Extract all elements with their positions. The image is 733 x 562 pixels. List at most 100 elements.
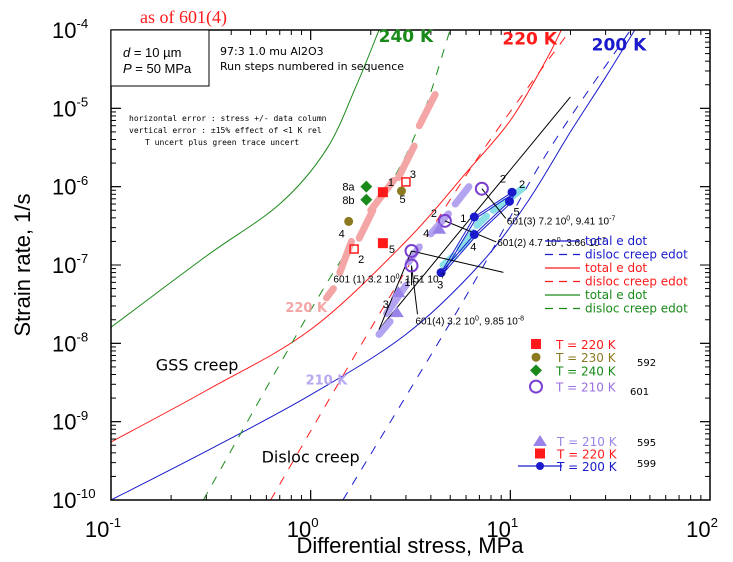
error-bar <box>489 197 510 214</box>
legend-marker <box>531 352 541 362</box>
data-point-599 <box>504 196 514 206</box>
x-tick-label: 10-1 <box>85 515 121 542</box>
run-599-path-2 <box>442 192 515 274</box>
data-point-595 <box>391 286 406 298</box>
run-id-label: 601 <box>630 387 649 398</box>
chart-title: as of 601(4) <box>140 7 227 28</box>
point-label: 4 <box>339 228 345 240</box>
legend-entry: T = 230 K <box>555 351 617 365</box>
point-label: 2 <box>519 179 525 191</box>
run-id-label: 595 <box>637 438 656 449</box>
y-tick-label: 10-8 <box>52 329 88 356</box>
point-label: 5 <box>389 244 395 256</box>
point-label: 1 <box>460 213 466 225</box>
error-bar <box>375 317 394 338</box>
y-tick-label: 10-5 <box>52 94 88 121</box>
legend-entry: total e dot <box>585 234 647 248</box>
legend-entry: disloc creep edot <box>585 248 688 262</box>
data-point-601 <box>437 213 452 228</box>
legend-entry: T = 200 K <box>556 460 618 474</box>
y-axis-label: Strain rate, 1/s <box>10 193 35 336</box>
legend-entry: T = 210 K <box>555 381 617 395</box>
point-label: 8b <box>342 195 354 207</box>
temperature-label: 210 K <box>306 373 349 388</box>
point-label: 1 <box>388 177 394 189</box>
x-tick-label: 100 <box>287 515 319 542</box>
data-points <box>344 177 517 318</box>
error-bar <box>383 281 410 318</box>
y-tick-label: 10-4 <box>52 16 88 43</box>
point-label: 3 <box>437 280 443 292</box>
error-bar <box>394 142 418 182</box>
temperature-label: 220 K <box>502 30 557 50</box>
legend-marker <box>533 435 547 446</box>
model-curves <box>111 30 636 500</box>
annotation-label: 601(3) 7.2 100, 9.41 10-7 <box>507 215 616 227</box>
error-bar <box>355 206 377 242</box>
error-note: T uncert plus green trace uncert <box>145 138 299 147</box>
error-bar <box>473 212 491 229</box>
point-label: 2 <box>431 208 437 220</box>
chart-text: 601 (1) 3.2 100, 1.51 10-7 601(4) 3.2 100… <box>10 7 718 558</box>
legend-entry: T = 210 K <box>556 435 618 449</box>
x-tick-label: 102 <box>686 515 718 542</box>
data-point-592 <box>377 238 388 249</box>
sample-note: 97:3 1.0 mu Al2O3 <box>220 45 324 58</box>
run-id-label: 592 <box>637 358 656 369</box>
point-label: 4 <box>470 242 476 254</box>
x-axis-label: Differential stress, MPa <box>296 533 524 558</box>
data-point-592 <box>349 244 359 254</box>
point-label: 3 <box>410 169 416 181</box>
data-point-595 <box>389 306 404 318</box>
data-point-592 <box>377 187 388 198</box>
point-label: 1 <box>404 277 410 289</box>
data-point-595 <box>432 222 447 234</box>
regime-label: Disloc creep <box>262 448 360 467</box>
data-point-592 <box>396 186 406 196</box>
point-label: 5 <box>513 206 519 218</box>
temperature-label: 240 K <box>379 27 434 47</box>
legend-marker <box>530 364 542 377</box>
curve-200-k-total-e-dot <box>111 30 636 500</box>
data-point-592 <box>401 177 411 187</box>
legend-entry: total e dot <box>585 288 647 302</box>
sample-note: Run steps numbered in sequence <box>220 60 404 73</box>
legend-entry: disloc creep edot <box>585 275 688 289</box>
point-label: 4 <box>423 228 429 240</box>
legend-marker <box>535 448 545 459</box>
temperature-label: 200 K <box>592 35 647 55</box>
temperature-label: 220 K <box>285 301 328 316</box>
data-point-601 <box>404 243 419 258</box>
error-bar <box>415 91 439 130</box>
error-bars <box>322 91 526 338</box>
annotation-label: 601 (1) 3.2 100, 1.51 10-7 <box>333 273 444 285</box>
point-label: 2 <box>358 254 364 266</box>
legend-entry: T = 220 K <box>556 448 618 462</box>
annotation-leader <box>411 265 418 315</box>
point-label: 3 <box>383 299 389 311</box>
error-note: horizontal error : stress +/- data colum… <box>129 114 327 123</box>
legend-entry: T = 220 K <box>555 338 617 352</box>
pressure-label: P = 50 MPa <box>123 61 192 76</box>
info-box <box>110 29 210 87</box>
legend-entry: disloc creep edot <box>585 302 688 316</box>
legend-entry: T = 240 K <box>555 364 617 378</box>
curve-220-k-total-e-dot <box>111 30 562 443</box>
point-label: 5 <box>399 194 405 206</box>
grain-size-label: d = 10 µm <box>123 45 181 60</box>
y-tick-label: 10-10 <box>52 486 96 513</box>
point-label: 8a <box>342 182 355 194</box>
legend-entry: total e dot <box>585 261 647 275</box>
error-bar <box>322 285 337 302</box>
error-bar <box>451 183 473 208</box>
annotation-leader <box>444 220 497 243</box>
curve-240-k-total-e-dot <box>111 30 380 328</box>
y-tick-label: 10-7 <box>52 251 88 278</box>
point-label: 2 <box>500 174 506 186</box>
data-point-592 <box>360 193 373 206</box>
legend-marker <box>529 379 543 394</box>
annotation-leader <box>411 250 504 273</box>
error-note: vertical error : ±15% effect of <1 K rel <box>129 126 322 135</box>
